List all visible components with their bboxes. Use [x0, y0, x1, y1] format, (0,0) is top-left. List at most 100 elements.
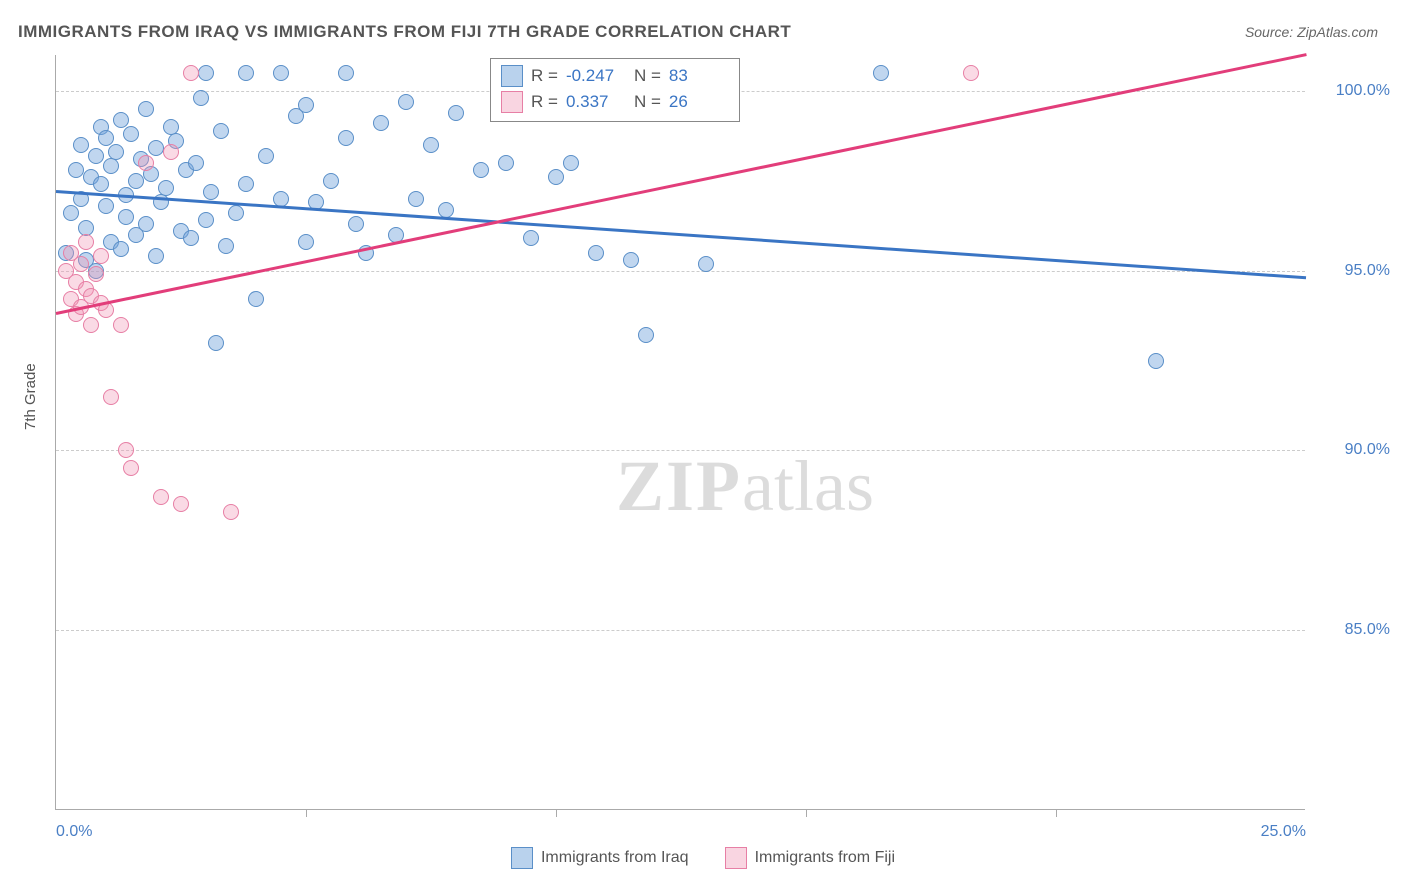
legend-label: Immigrants from Fiji: [755, 849, 895, 867]
data-point: [183, 230, 199, 246]
data-point: [63, 205, 79, 221]
data-point: [163, 144, 179, 160]
data-point: [138, 155, 154, 171]
legend-label: Immigrants from Iraq: [541, 849, 689, 867]
data-point: [203, 184, 219, 200]
data-point: [193, 90, 209, 106]
r-label: R =: [531, 92, 558, 112]
data-point: [148, 248, 164, 264]
data-point: [138, 101, 154, 117]
data-point: [623, 252, 639, 268]
data-point: [398, 94, 414, 110]
data-point: [523, 230, 539, 246]
data-point: [638, 327, 654, 343]
data-point: [148, 140, 164, 156]
data-point: [73, 137, 89, 153]
r-value: 0.337: [566, 92, 626, 112]
data-point: [408, 191, 424, 207]
data-point: [113, 241, 129, 257]
legend-item: Immigrants from Fiji: [725, 847, 895, 869]
data-point: [258, 148, 274, 164]
data-point: [873, 65, 889, 81]
data-point: [338, 130, 354, 146]
x-tick: [806, 809, 807, 817]
data-point: [218, 238, 234, 254]
legend-row: R =-0.247N =83: [501, 63, 729, 89]
data-point: [98, 198, 114, 214]
data-point: [88, 148, 104, 164]
y-tick-label: 95.0%: [1320, 262, 1390, 280]
data-point: [128, 173, 144, 189]
data-point: [173, 496, 189, 512]
data-point: [188, 155, 204, 171]
watermark: ZIPatlas: [616, 445, 874, 528]
gridline: [56, 271, 1305, 272]
data-point: [118, 209, 134, 225]
scatter-plot: ZIPatlas 85.0%90.0%95.0%100.0%0.0%25.0%: [55, 55, 1305, 810]
data-point: [198, 212, 214, 228]
x-tick-label: 25.0%: [1261, 823, 1306, 841]
n-label: N =: [634, 92, 661, 112]
y-tick-label: 100.0%: [1320, 82, 1390, 100]
data-point: [223, 504, 239, 520]
data-point: [273, 65, 289, 81]
data-point: [158, 180, 174, 196]
gridline: [56, 450, 1305, 451]
n-value: 83: [669, 66, 729, 86]
x-tick-label: 0.0%: [56, 823, 92, 841]
n-value: 26: [669, 92, 729, 112]
y-tick-label: 90.0%: [1320, 441, 1390, 459]
data-point: [183, 65, 199, 81]
data-point: [473, 162, 489, 178]
data-point: [98, 130, 114, 146]
data-point: [698, 256, 714, 272]
data-point: [78, 234, 94, 250]
data-point: [963, 65, 979, 81]
data-point: [73, 256, 89, 272]
data-point: [548, 169, 564, 185]
data-point: [238, 176, 254, 192]
legend-swatch: [725, 847, 747, 869]
legend-swatch: [511, 847, 533, 869]
data-point: [93, 248, 109, 264]
data-point: [1148, 353, 1164, 369]
source-label: Source: ZipAtlas.com: [1245, 24, 1378, 40]
data-point: [298, 234, 314, 250]
data-point: [68, 162, 84, 178]
data-point: [108, 144, 124, 160]
data-point: [103, 158, 119, 174]
gridline: [56, 630, 1305, 631]
data-point: [563, 155, 579, 171]
data-point: [118, 442, 134, 458]
data-point: [448, 105, 464, 121]
data-point: [138, 216, 154, 232]
data-point: [103, 389, 119, 405]
data-point: [348, 216, 364, 232]
data-point: [588, 245, 604, 261]
data-point: [298, 97, 314, 113]
correlation-legend: R =-0.247N =83R =0.337N =26: [490, 58, 740, 122]
data-point: [238, 65, 254, 81]
legend-swatch: [501, 91, 523, 113]
data-point: [498, 155, 514, 171]
data-point: [198, 65, 214, 81]
trend-line: [56, 190, 1306, 279]
data-point: [93, 176, 109, 192]
x-tick: [1056, 809, 1057, 817]
y-axis-label: 7th Grade: [22, 363, 39, 430]
data-point: [123, 460, 139, 476]
data-point: [153, 489, 169, 505]
data-point: [248, 291, 264, 307]
data-point: [83, 317, 99, 333]
data-point: [208, 335, 224, 351]
series-legend: Immigrants from Iraq Immigrants from Fiji: [0, 847, 1406, 874]
n-label: N =: [634, 66, 661, 86]
data-point: [213, 123, 229, 139]
data-point: [88, 266, 104, 282]
data-point: [438, 202, 454, 218]
data-point: [113, 112, 129, 128]
data-point: [338, 65, 354, 81]
r-value: -0.247: [566, 66, 626, 86]
data-point: [373, 115, 389, 131]
chart-title: IMMIGRANTS FROM IRAQ VS IMMIGRANTS FROM …: [18, 22, 791, 42]
